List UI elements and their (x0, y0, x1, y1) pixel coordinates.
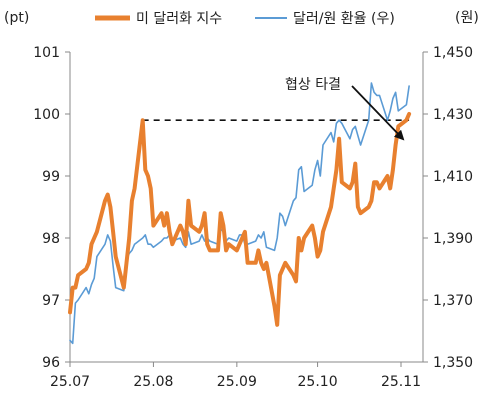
right-unit-label: (원) (455, 10, 479, 26)
right-tick-label: 1,430 (433, 107, 473, 123)
right-tick-label: 1,350 (433, 355, 473, 371)
left-tick-label: 99 (42, 169, 60, 185)
annotation-label: 협상 타결 (285, 77, 341, 93)
x-tick-label: 25.09 (217, 374, 257, 390)
right-axis-ticks: 1,350 1,370 1,390 1,410 1,430 1,450 (423, 45, 473, 371)
annotation-arrow (351, 85, 405, 141)
legend-label-usdkrw: 달러/원 환율 (우) (293, 11, 395, 27)
left-unit-label: (pt) (4, 10, 29, 26)
series-line-usdkrw (69, 82, 410, 345)
right-tick-label: 1,450 (433, 45, 473, 61)
left-tick-label: 100 (33, 107, 60, 123)
series-line-dollar-index (68, 112, 412, 327)
right-tick-label: 1,370 (433, 293, 473, 309)
legend-label-dollar-index: 미 달러화 지수 (136, 11, 222, 27)
left-tick-label: 97 (42, 293, 60, 309)
right-tick-label: 1,410 (433, 169, 473, 185)
x-tick-label: 25.07 (50, 374, 90, 390)
left-axis-ticks: 96 97 98 99 100 101 (33, 45, 70, 371)
legend: 미 달러화 지수 달러/원 환율 (우) (95, 11, 395, 27)
x-axis-ticks: 25.07 25.08 25.09 25.10 25.11 (50, 362, 421, 390)
x-tick-label: 25.10 (298, 374, 338, 390)
x-tick-label: 25.08 (133, 374, 173, 390)
left-tick-label: 96 (42, 355, 60, 371)
x-tick-label: 25.11 (381, 374, 421, 390)
right-tick-label: 1,390 (433, 231, 473, 247)
left-tick-label: 98 (42, 231, 60, 247)
left-tick-label: 101 (33, 45, 60, 61)
series-layer (68, 82, 412, 345)
